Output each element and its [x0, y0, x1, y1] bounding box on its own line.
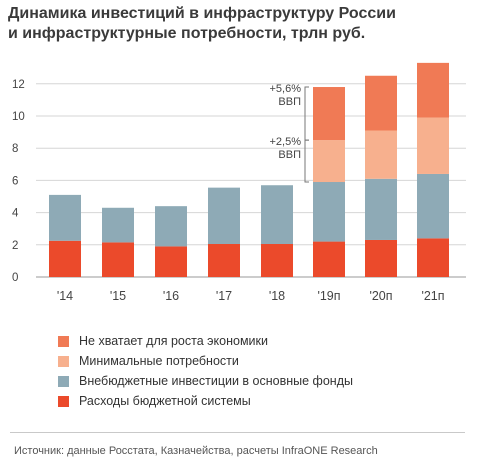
x-tick-label: '21п	[421, 289, 444, 303]
legend-item-budget: Расходы бюджетной системы	[58, 391, 353, 411]
legend-swatch	[58, 395, 69, 407]
legend-swatch	[58, 375, 69, 387]
bar-budget	[313, 241, 345, 277]
bar-minimal	[417, 117, 449, 174]
x-tick-label: '14	[57, 289, 73, 303]
y-tick-label: 6	[12, 175, 18, 187]
bar-offbudget	[261, 185, 293, 244]
x-tick-label: '17	[216, 289, 232, 303]
chart-title-line-1: Динамика инвестиций в инфраструктуру Рос…	[8, 5, 396, 22]
bar-gap	[313, 87, 345, 141]
bar-budget	[102, 242, 134, 277]
bar-minimal	[365, 130, 397, 179]
bar-budget	[208, 243, 240, 277]
x-tick-label: '16	[163, 289, 179, 303]
legend-label: Минимальные потребности	[79, 354, 239, 368]
source-note: Источник: данные Росстата, Казначейства,…	[14, 445, 378, 457]
legend-label: Внебюджетные инвестиции в основные фонды	[79, 374, 353, 388]
bar-gap	[417, 62, 449, 118]
annotation-label: ВВП	[278, 96, 301, 108]
bar-offbudget	[208, 187, 240, 244]
annotation-label: ВВП	[278, 149, 301, 161]
x-tick-label: '18	[269, 289, 285, 303]
y-tick-label: 8	[12, 143, 18, 155]
bar-offbudget	[155, 206, 187, 247]
legend-swatch	[58, 355, 69, 367]
chart-legend: Не хватает для роста экономики Минимальны…	[58, 331, 353, 411]
y-tick-label: 10	[12, 111, 25, 123]
bar-gap	[365, 75, 397, 131]
legend-label: Расходы бюджетной системы	[79, 394, 251, 408]
bar-offbudget	[49, 194, 81, 241]
bar-budget	[261, 243, 293, 277]
chart-plot: 0 2 4 6 8 10 12 '14 '15 '16 '17 '18 '19п '20п '21п +5,6…	[12, 62, 466, 303]
legend-item-offbudget: Внебюджетные инвестиции в основные фонды	[58, 371, 353, 391]
bar-offbudget	[417, 173, 449, 239]
bar-budget	[155, 246, 187, 277]
y-tick-label: 2	[12, 240, 18, 252]
chart-title-line-2: и инфраструктурные потребности, трлн руб…	[8, 25, 366, 42]
bar-budget	[49, 240, 81, 277]
divider	[10, 432, 465, 433]
legend-label: Не хватает для роста экономики	[79, 334, 268, 348]
chart-title: Динамика инвестиций в инфраструктуру Рос…	[8, 4, 468, 44]
bar-offbudget	[313, 182, 345, 242]
x-tick-label: '19п	[317, 289, 340, 303]
legend-item-gap: Не хватает для роста экономики	[58, 331, 353, 351]
bar-offbudget	[102, 207, 134, 243]
x-tick-label: '15	[110, 289, 126, 303]
x-tick-label: '20п	[369, 289, 392, 303]
y-tick-label: 4	[12, 208, 19, 220]
y-tick-label: 0	[12, 272, 18, 284]
annotation-label: +2,5%	[270, 136, 302, 148]
legend-item-minimal: Минимальные потребности	[58, 351, 353, 371]
annotation-label: +5,6%	[270, 83, 302, 95]
bar-offbudget	[365, 178, 397, 240]
annotation-bracket	[304, 139, 309, 183]
bar-budget	[417, 238, 449, 277]
legend-swatch	[58, 335, 69, 347]
annotation-bracket	[304, 86, 309, 141]
bar-minimal	[313, 140, 345, 183]
y-tick-label: 12	[12, 79, 25, 91]
bar-budget	[365, 239, 397, 277]
